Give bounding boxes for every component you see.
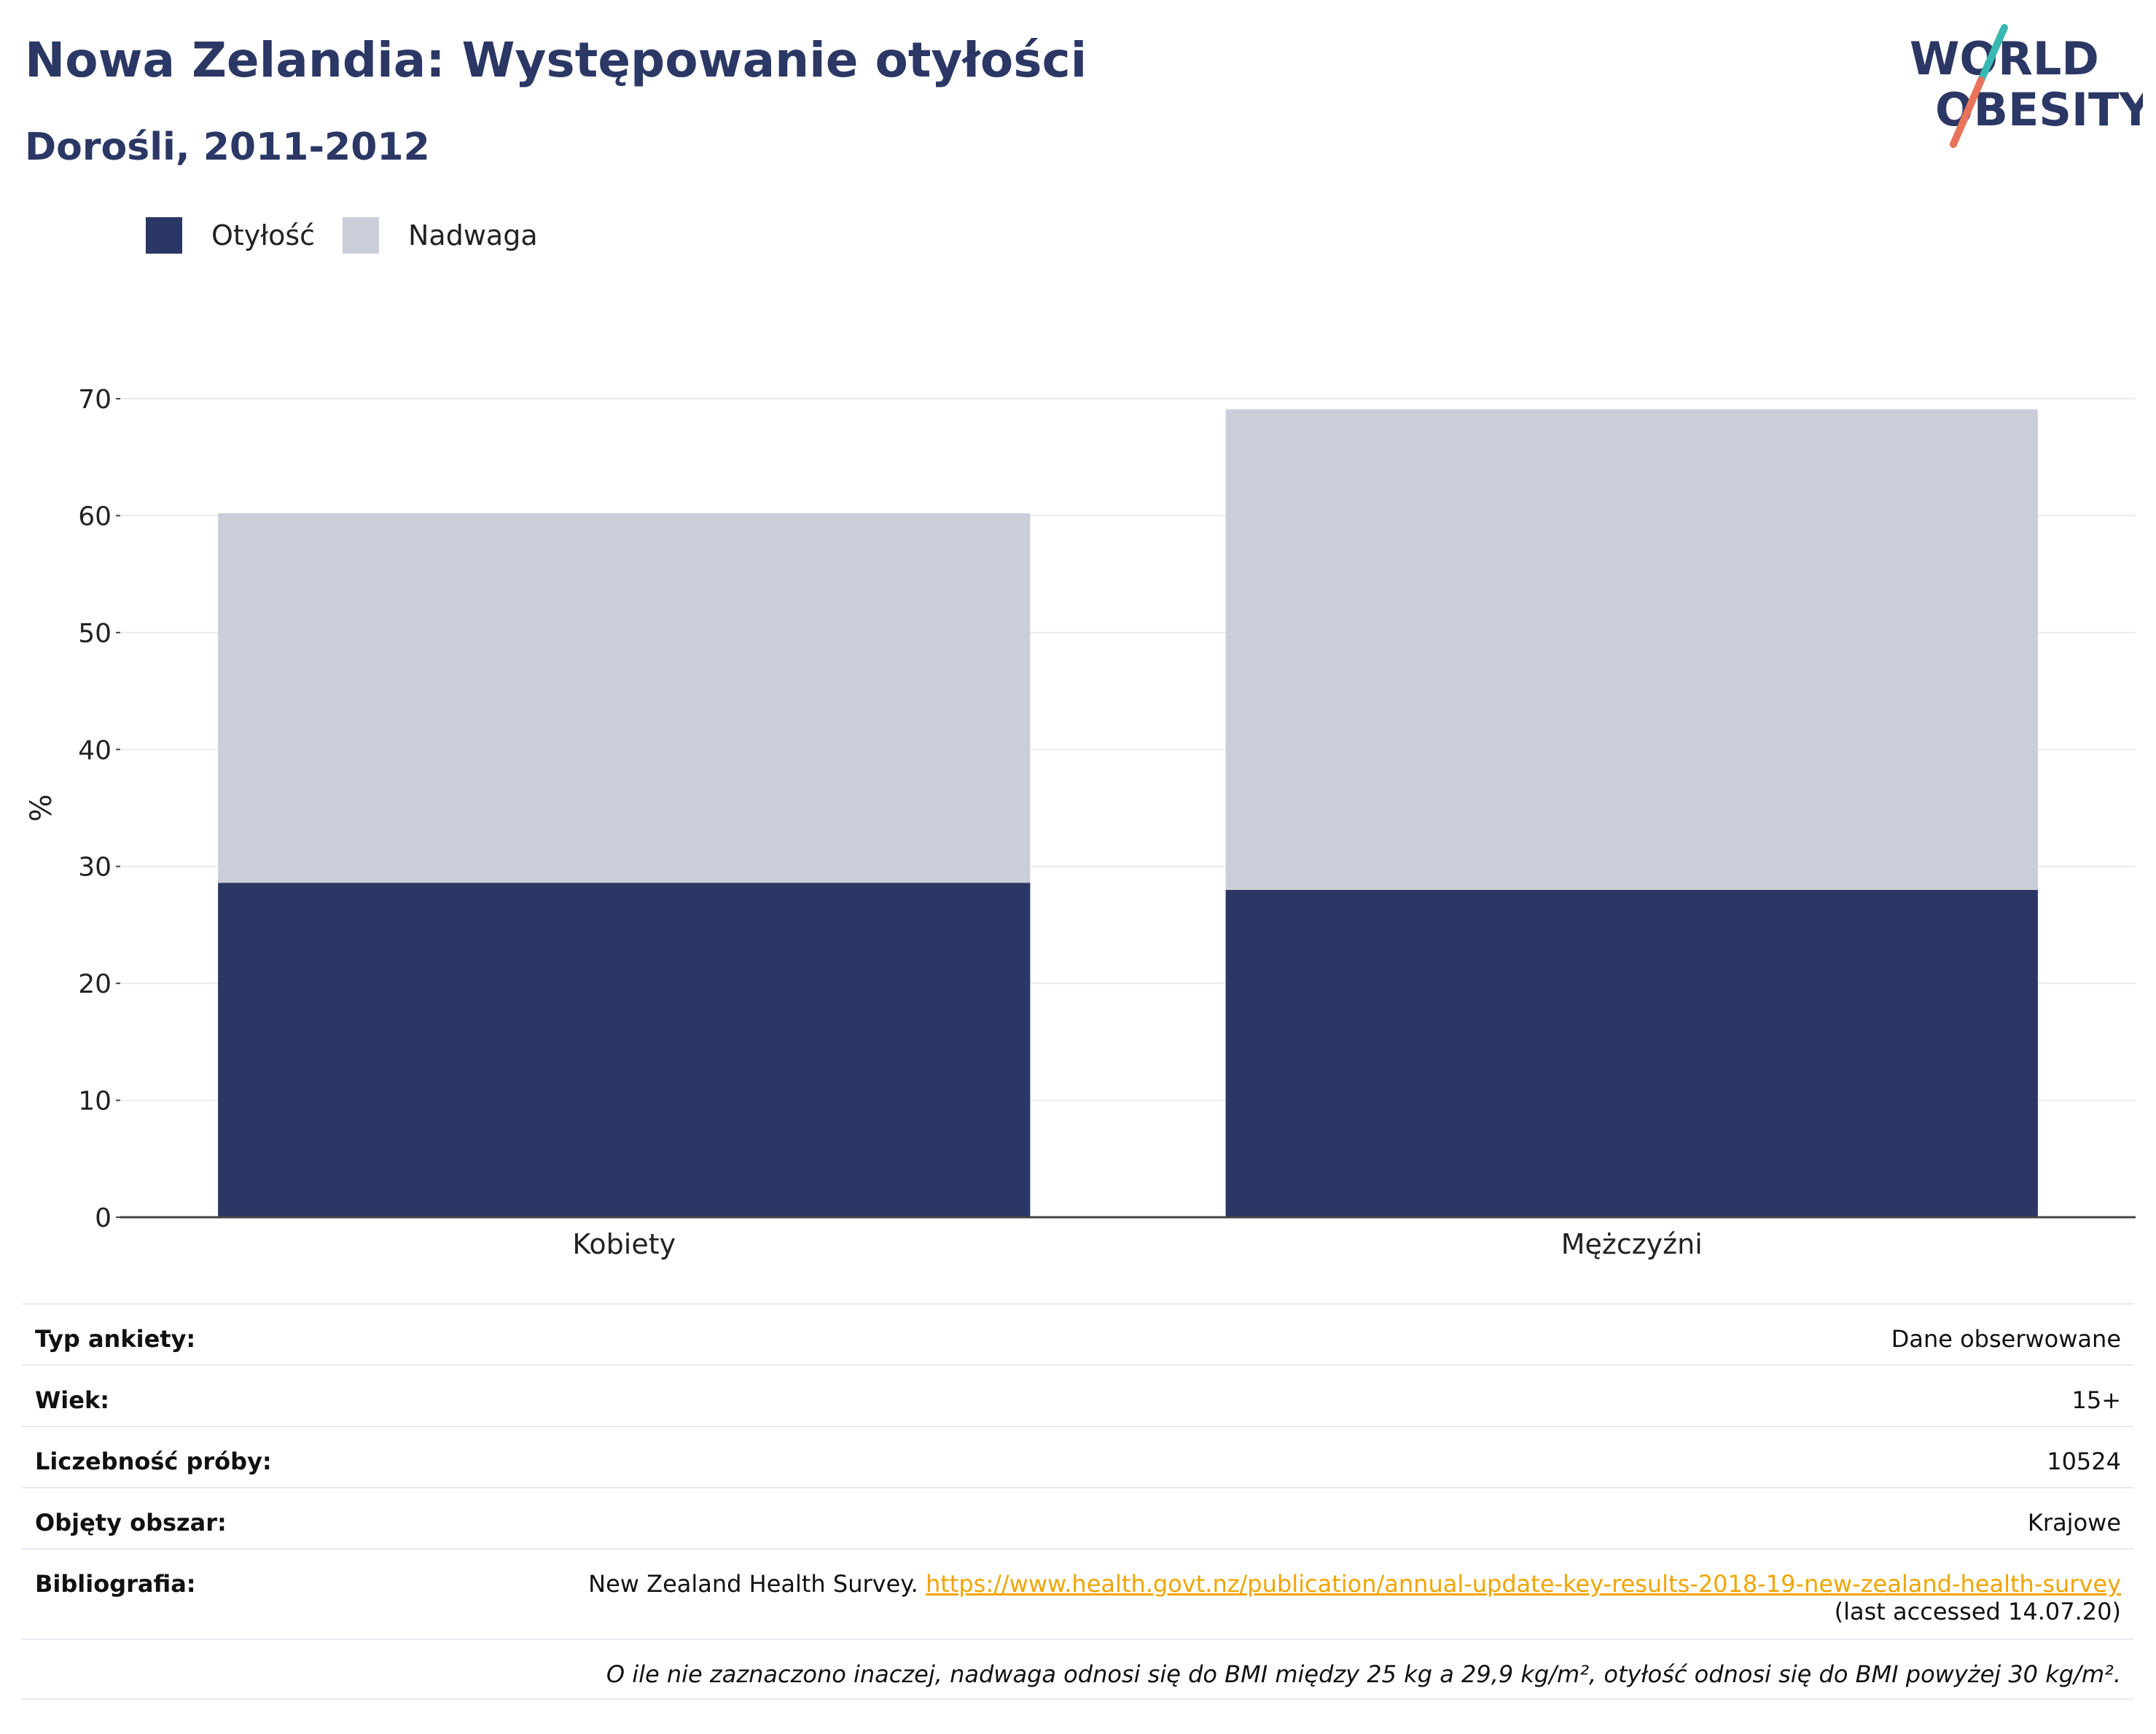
y-tick-label: 0 (95, 1203, 112, 1233)
y-axis-label: % (25, 794, 58, 821)
meta-value: 10524 (2047, 1448, 2121, 1475)
logo-slash-coral (1950, 77, 1985, 148)
meta-row-survey-type: Typ ankiety: Dane obserwowane (22, 1303, 2134, 1364)
legend-swatch-obesity (146, 217, 182, 254)
meta-value: New Zealand Health Survey. https://www.h… (588, 1570, 2121, 1625)
bar-chart: 0 10 20 30 40 50 60 70% Kobiety Mężczyźni (25, 385, 2136, 1260)
metadata-table: Typ ankiety: Dane obserwowane Wiek: 15+ … (22, 1303, 2134, 1700)
meta-value: 15+ (2071, 1386, 2121, 1414)
bibliography-link[interactable]: https://www.health.govt.nz/publication/a… (925, 1570, 2121, 1598)
legend-label-obesity: Otyłość (211, 219, 316, 251)
meta-row-age: Wiek: 15+ (22, 1364, 2134, 1426)
logo-line-1: WORLD (1910, 32, 2099, 85)
y-tick-label: 60 (78, 501, 112, 531)
y-tick-label: 50 (78, 619, 112, 649)
meta-row-footnote: O ile nie zaznaczono inaczej, nadwaga od… (22, 1639, 2134, 1700)
bibliography-accessed: (last accessed 14.07.20) (1834, 1598, 2121, 1625)
y-tick-label: 40 (78, 735, 112, 765)
logo-slash-teal (1977, 24, 2008, 84)
meta-row-area: Objęty obszar: Krajowe (22, 1487, 2134, 1548)
meta-key: Wiek: (35, 1386, 110, 1414)
legend-item-overweight[interactable]: Nadwaga (343, 217, 538, 254)
meta-key: Typ ankiety: (35, 1325, 196, 1353)
meta-value: Krajowe (2027, 1509, 2121, 1536)
meta-row-sample-size: Liczebność próby: 10524 (22, 1426, 2134, 1487)
legend-label-overweight: Nadwaga (408, 219, 538, 251)
bar-obesity-0 (218, 883, 1031, 1217)
meta-row-bibliography: Bibliografia: New Zealand Health Survey.… (22, 1548, 2134, 1639)
meta-value: Dane obserwowane (1891, 1325, 2121, 1353)
y-tick-label: 10 (78, 1087, 112, 1117)
x-tick-label: Mężczyźni (1561, 1228, 1703, 1260)
bibliography-source: New Zealand Health Survey. (588, 1570, 926, 1598)
bar-overweight-1 (1225, 409, 2038, 890)
page-title: Nowa Zelandia: Występowanie otyłości (25, 32, 1087, 88)
x-tick-label: Kobiety (572, 1228, 676, 1260)
footnote: O ile nie zaznaczono inaczej, nadwaga od… (606, 1660, 2121, 1688)
meta-key: Objęty obszar: (35, 1509, 227, 1536)
page-subtitle: Dorośli, 2011-2012 (25, 125, 430, 169)
y-tick-label: 20 (78, 969, 112, 999)
meta-key: Bibliografia: (35, 1570, 196, 1598)
legend-swatch-overweight (343, 217, 379, 254)
meta-key: Liczebność próby: (35, 1448, 272, 1475)
world-obesity-logo: WORLD OBESITY (1910, 24, 2143, 148)
y-tick-label: 70 (78, 385, 112, 415)
bar-obesity-1 (1225, 889, 2038, 1217)
y-tick-label: 30 (78, 853, 112, 883)
bar-overweight-0 (218, 513, 1031, 883)
legend-item-obesity[interactable]: Otyłość (146, 217, 315, 254)
